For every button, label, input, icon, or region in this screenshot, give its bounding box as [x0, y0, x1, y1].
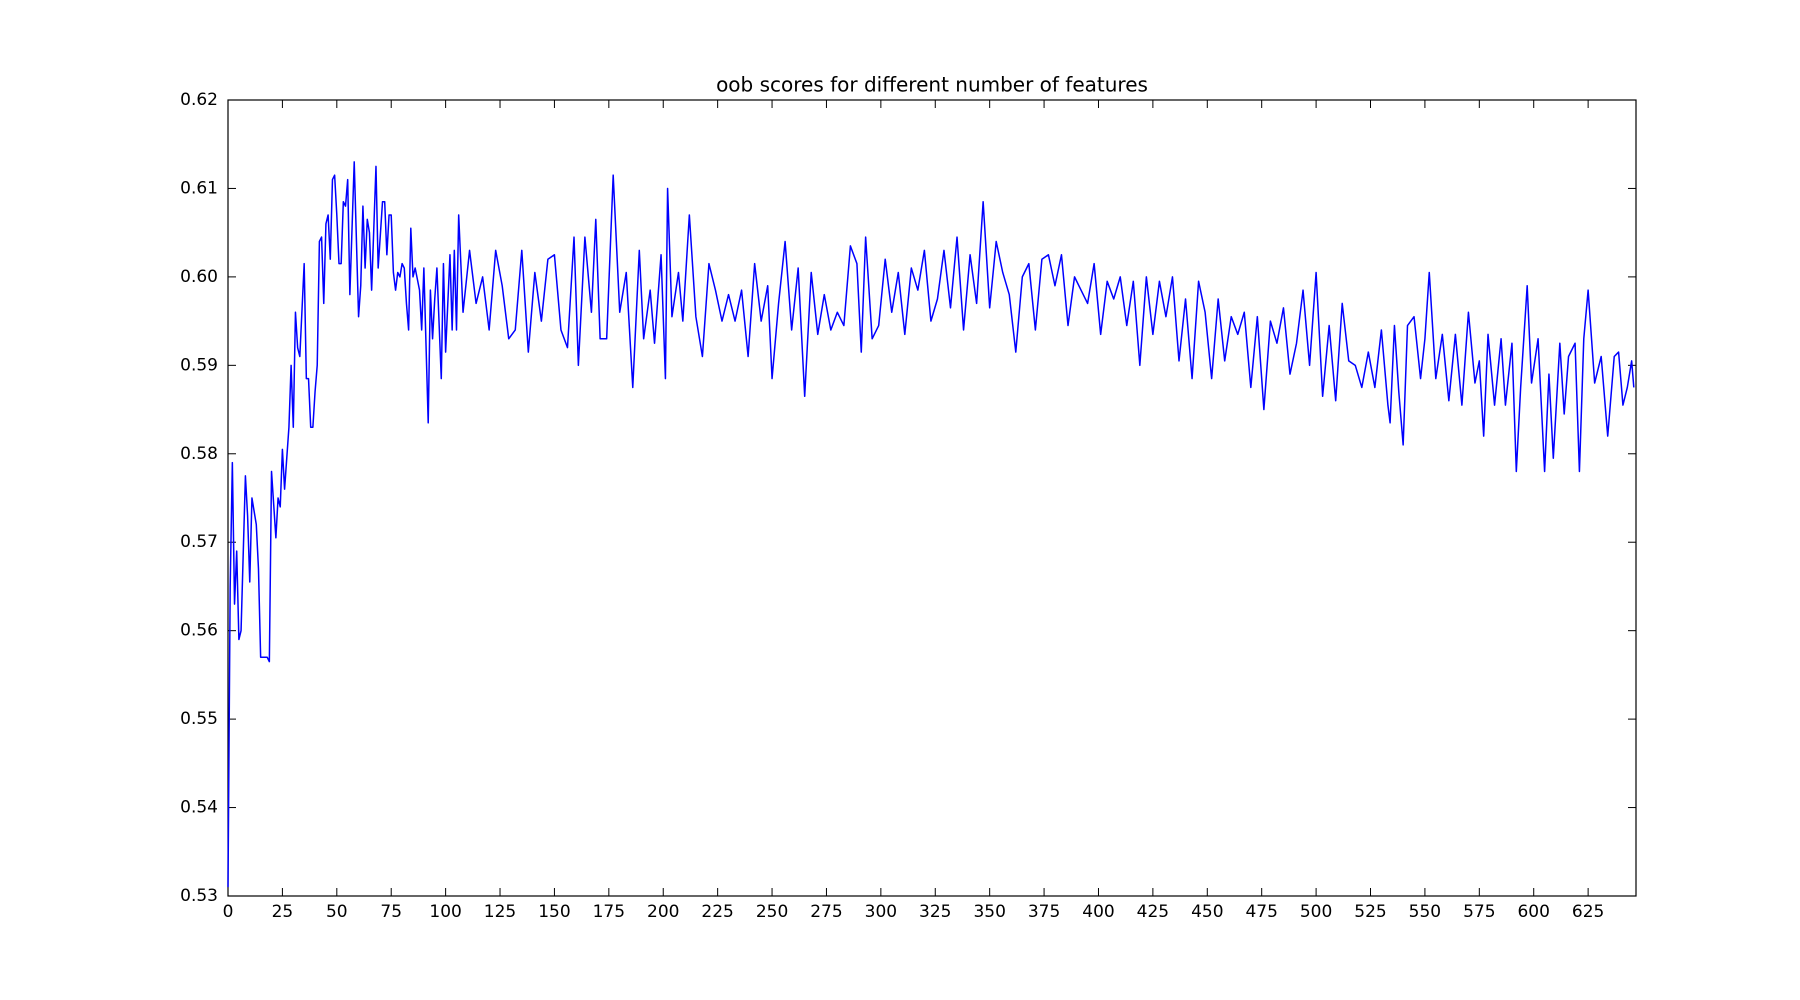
x-tick-label: 475: [1245, 902, 1277, 922]
y-tick-label: 0.54: [180, 798, 218, 818]
x-tick-label: 425: [1137, 902, 1169, 922]
x-tick-label: 525: [1354, 902, 1386, 922]
y-tick-label: 0.61: [180, 178, 218, 198]
x-tick-label: 200: [647, 902, 679, 922]
y-tick-label: 0.60: [180, 267, 218, 287]
y-tick-label: 0.57: [180, 532, 218, 552]
x-tick-label: 0: [223, 902, 234, 922]
x-tick-label: 275: [810, 902, 842, 922]
x-tick-label: 625: [1572, 902, 1604, 922]
x-tick-label: 125: [484, 902, 516, 922]
x-tick-label: 450: [1191, 902, 1223, 922]
x-tick-label: 75: [380, 902, 402, 922]
y-tick-label: 0.59: [180, 355, 218, 375]
y-tick-label: 0.58: [180, 444, 218, 464]
x-tick-label: 575: [1463, 902, 1495, 922]
x-tick-label: 175: [593, 902, 625, 922]
x-tick-label: 225: [701, 902, 733, 922]
y-tick-label: 0.62: [180, 90, 218, 110]
x-tick-label: 350: [973, 902, 1005, 922]
x-tick-label: 25: [272, 902, 294, 922]
x-tick-label: 250: [756, 902, 788, 922]
x-tick-label: 600: [1517, 902, 1549, 922]
x-tick-label: 400: [1082, 902, 1114, 922]
data-line: [227, 161, 1635, 888]
x-tick-label: 550: [1409, 902, 1441, 922]
y-tick-label: 0.56: [180, 621, 218, 641]
x-tick-label: 500: [1300, 902, 1332, 922]
x-tick-label: 375: [1028, 902, 1060, 922]
plot-frame: [227, 99, 1637, 897]
x-tick-label: 325: [919, 902, 951, 922]
chart-title: oob scores for different number of featu…: [716, 73, 1148, 97]
y-tick-label: 0.55: [180, 709, 218, 729]
x-tick-label: 100: [429, 902, 461, 922]
x-tick-label: 150: [538, 902, 570, 922]
x-tick-label: 50: [326, 902, 348, 922]
x-tick-label: 300: [865, 902, 897, 922]
y-tick-label: 0.53: [180, 886, 218, 906]
